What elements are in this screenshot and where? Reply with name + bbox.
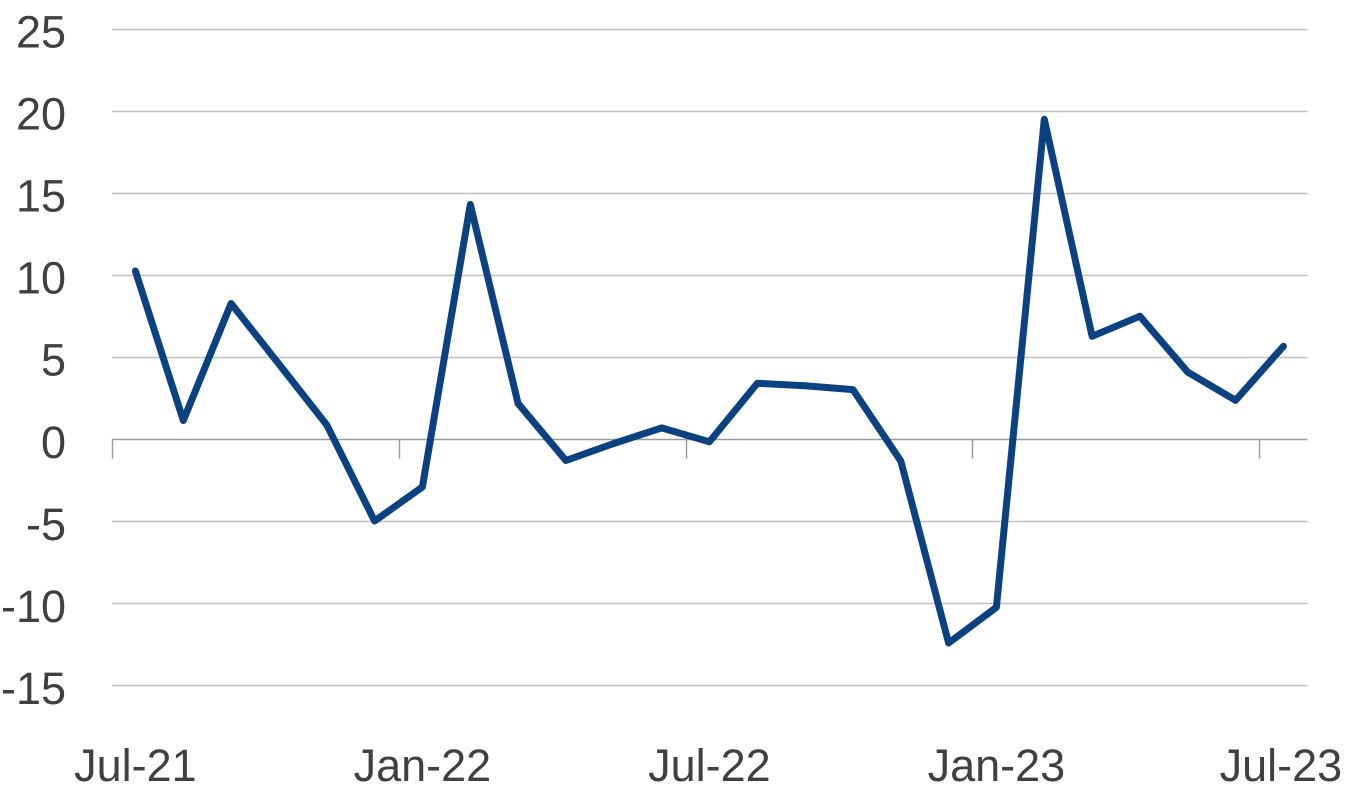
svg-text:15: 15 [16, 171, 66, 222]
svg-text:5: 5 [41, 335, 66, 386]
svg-text:Jan-23: Jan-23 [928, 740, 1066, 791]
svg-text:20: 20 [16, 88, 66, 139]
svg-text:-10: -10 [1, 581, 66, 632]
svg-text:10: 10 [16, 253, 66, 304]
svg-text:Jul-22: Jul-22 [648, 740, 771, 791]
svg-text:-15: -15 [1, 663, 66, 714]
svg-text:Jan-22: Jan-22 [354, 740, 492, 791]
svg-text:Jul-23: Jul-23 [1220, 740, 1343, 791]
svg-text:0: 0 [41, 417, 66, 468]
svg-text:-5: -5 [26, 499, 66, 550]
svg-text:Jul-21: Jul-21 [74, 740, 197, 791]
svg-text:25: 25 [16, 6, 66, 57]
